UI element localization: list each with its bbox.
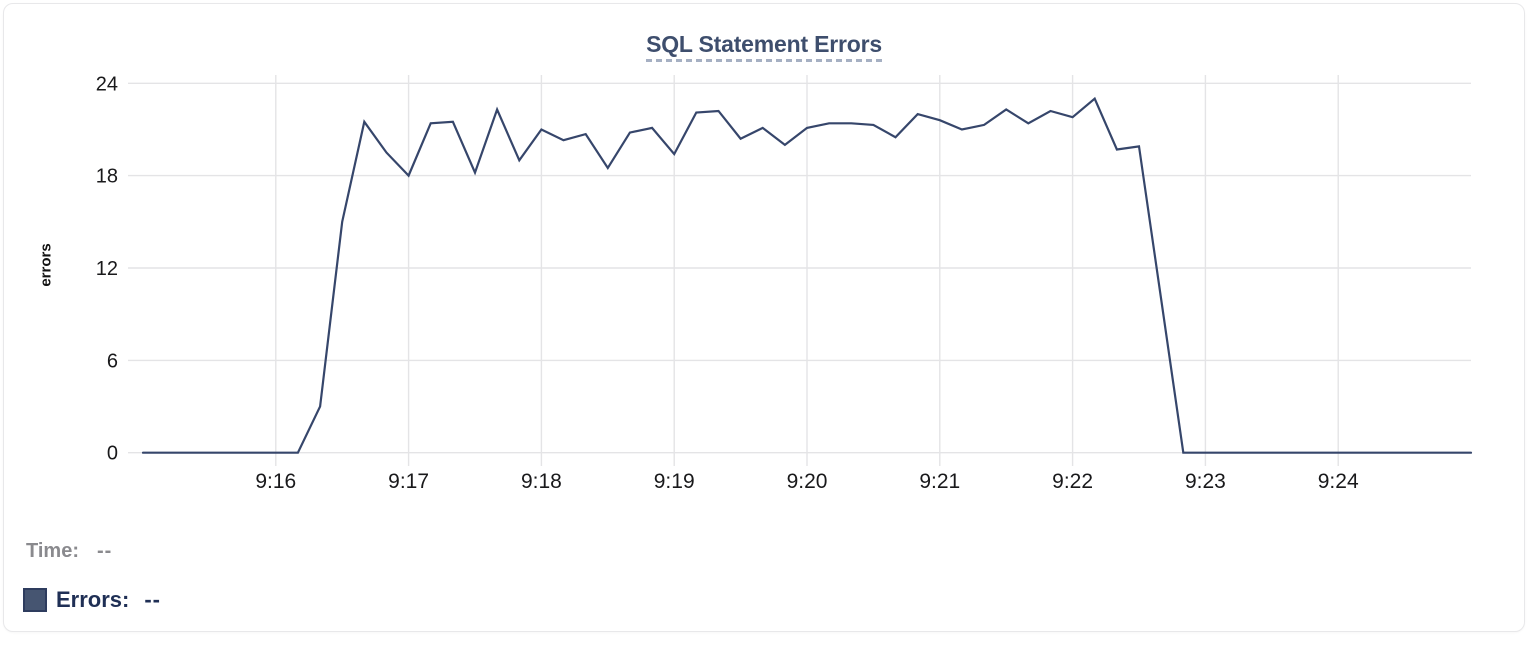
x-tick-label: 9:16 bbox=[255, 470, 296, 493]
errors-label: Errors: bbox=[56, 587, 130, 612]
y-tick-label: 6 bbox=[107, 350, 118, 372]
x-tick-label: 9:20 bbox=[787, 470, 828, 493]
x-tick-label: 9:19 bbox=[654, 470, 695, 493]
y-tick-label: 18 bbox=[96, 166, 118, 188]
y-tick-label: 12 bbox=[96, 258, 118, 280]
errors-series-line[interactable] bbox=[141, 96, 1473, 454]
x-tick-label: 9:18 bbox=[521, 470, 562, 493]
y-tick-label: 0 bbox=[107, 443, 118, 465]
y-tick-label: 24 bbox=[96, 73, 118, 95]
time-value: -- bbox=[96, 540, 113, 562]
y-axis-title: errors bbox=[37, 243, 55, 287]
chart-card bbox=[3, 3, 1525, 632]
x-tick-label: 9:21 bbox=[919, 470, 960, 493]
x-tick-label: 9:24 bbox=[1318, 470, 1359, 493]
x-tick-label: 9:22 bbox=[1052, 470, 1093, 493]
errors-series-swatch bbox=[23, 588, 47, 612]
chart-title[interactable]: SQL Statement Errors bbox=[646, 31, 882, 62]
hover-readout-time: Time: -- bbox=[26, 540, 112, 563]
x-tick-label: 9:23 bbox=[1185, 470, 1226, 493]
time-label: Time: bbox=[26, 540, 79, 562]
hover-readout-errors: Errors: -- bbox=[23, 587, 161, 613]
x-tick-label: 9:17 bbox=[388, 470, 429, 493]
chart-title-wrap: SQL Statement Errors bbox=[0, 31, 1528, 62]
errors-value: -- bbox=[144, 587, 162, 612]
